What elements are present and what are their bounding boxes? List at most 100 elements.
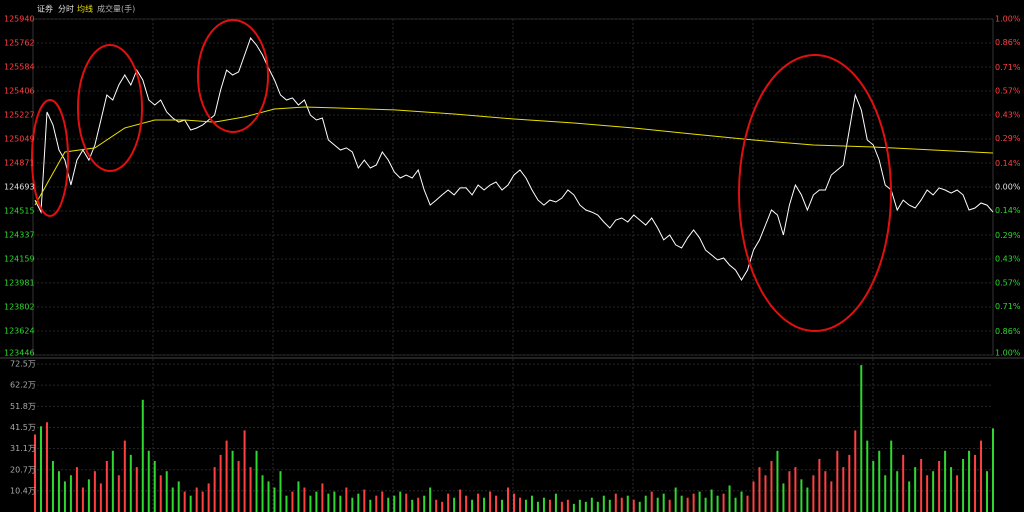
- volume-bar: [722, 493, 725, 512]
- volume-bar: [836, 450, 839, 512]
- volume-bar: [812, 475, 815, 512]
- volume-bar: [387, 497, 390, 512]
- volume-bar: [854, 430, 857, 512]
- y-tick-label: 124515: [4, 206, 35, 215]
- y-tick-label: 125762: [4, 38, 35, 47]
- volume-bar: [740, 491, 743, 512]
- volume-bar: [405, 493, 408, 512]
- volume-bar: [363, 489, 366, 512]
- volume-bar: [890, 440, 893, 512]
- volume-bar: [129, 454, 132, 512]
- y-tick-label: 125227: [4, 111, 35, 120]
- volume-bar: [243, 430, 246, 512]
- volume-tick-label: 20.7万: [10, 465, 36, 474]
- volume-bar: [590, 497, 593, 512]
- y2-tick-label: 0.29%: [995, 134, 1021, 143]
- volume-tick-label: 31.1万: [10, 444, 36, 453]
- volume-bar: [99, 483, 102, 512]
- annotations: [31, 19, 892, 332]
- legend-entry[interactable]: 均线: [77, 4, 93, 14]
- volume-bar: [285, 495, 288, 512]
- highlight-circle: [31, 99, 69, 217]
- volume-bar: [213, 467, 216, 512]
- volume-bar: [135, 467, 138, 512]
- volume-bar: [776, 450, 779, 512]
- y-tick-label: 125940: [4, 15, 35, 24]
- volume-bar: [81, 487, 84, 512]
- volume-bar: [572, 503, 575, 512]
- volume-bar: [441, 501, 444, 512]
- y-tick-label: 123802: [4, 303, 35, 312]
- volume-bar: [483, 497, 486, 512]
- volume-bar: [393, 495, 396, 512]
- volume-bar: [315, 491, 318, 512]
- y-tick-label: 125584: [4, 62, 35, 71]
- volume-bar: [842, 467, 845, 512]
- volume-bar: [614, 493, 617, 512]
- volume-bar: [782, 483, 785, 512]
- y-tick-label: 123981: [4, 278, 35, 287]
- volume-bar: [111, 450, 114, 512]
- volume-bar: [632, 499, 635, 512]
- grid: [33, 18, 993, 512]
- y-tick-label: 124871: [4, 159, 35, 168]
- volume-bar: [956, 475, 959, 512]
- volume-bar: [656, 497, 659, 512]
- volume-title: 成交量(手): [97, 4, 135, 14]
- volume-bar: [411, 499, 414, 512]
- volume-bar: [848, 454, 851, 512]
- volume-bar: [986, 471, 989, 512]
- volume-tick-label: 62.2万: [10, 381, 36, 390]
- volume-bar: [974, 454, 977, 512]
- volume-bar: [255, 450, 258, 512]
- volume-bar: [548, 499, 551, 512]
- y-tick-label: 125406: [4, 86, 35, 95]
- volume-bar: [824, 471, 827, 512]
- volume-bar: [896, 471, 899, 512]
- volume-bar: [902, 454, 905, 512]
- volume-bar: [231, 450, 234, 512]
- volume-bar: [105, 460, 108, 512]
- volume-bar: [381, 491, 384, 512]
- volume-bar: [584, 501, 587, 512]
- volume-bar: [159, 475, 162, 512]
- volume-bar: [608, 499, 611, 512]
- volume-bar: [51, 460, 54, 512]
- volume-bar: [752, 481, 755, 512]
- volume-bar: [932, 471, 935, 512]
- volume-bar: [686, 497, 689, 512]
- volume-bar: [207, 483, 210, 512]
- volume-tick-label: 72.5万: [10, 360, 36, 369]
- legend-entry[interactable]: 分时: [58, 4, 74, 14]
- volume-bar: [279, 471, 282, 512]
- volume-bar: [872, 460, 875, 512]
- volume-bar: [944, 450, 947, 512]
- volume-bar: [884, 475, 887, 512]
- volume-bar: [650, 491, 653, 512]
- volume-bar: [345, 487, 348, 512]
- y2-tick-label: 1.00%: [995, 349, 1021, 358]
- volume-bar: [357, 493, 360, 512]
- highlight-circle: [738, 54, 892, 332]
- volume-bar: [195, 487, 198, 512]
- chart-title: 证券: [37, 4, 53, 14]
- volume-bar: [794, 467, 797, 512]
- volume-bar: [123, 440, 126, 512]
- volume-bar: [968, 450, 971, 512]
- y-tick-label: 123624: [4, 327, 35, 336]
- volume-bar: [177, 481, 180, 512]
- volume-bar: [758, 467, 761, 512]
- volume-bar: [878, 450, 881, 512]
- price-line: [34, 37, 994, 281]
- volume-bar: [471, 499, 474, 512]
- volume-bar: [69, 475, 72, 512]
- volume-bar: [830, 481, 833, 512]
- y-tick-label: 125049: [4, 135, 35, 144]
- volume-bar: [465, 495, 468, 512]
- volume-bar: [602, 495, 605, 512]
- volume-bar: [261, 475, 264, 512]
- volume-bar: [818, 458, 821, 512]
- volume-bar: [339, 495, 342, 512]
- volume-bar: [267, 481, 270, 512]
